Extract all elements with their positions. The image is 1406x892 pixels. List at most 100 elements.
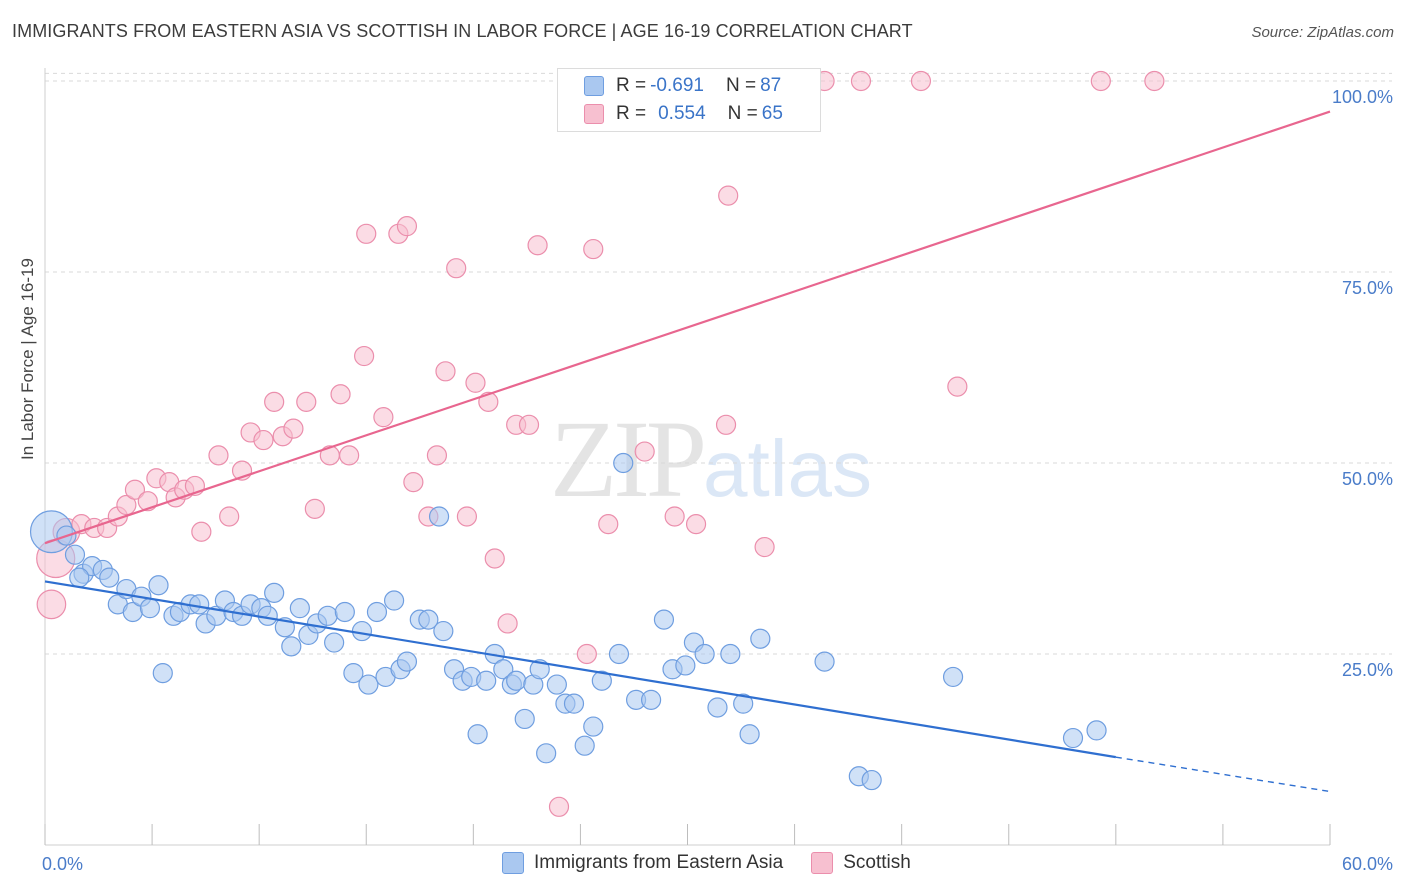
- watermark: ZIPatlas: [550, 395, 872, 523]
- scottish-point: [484, 548, 505, 569]
- scottish-point: [191, 521, 212, 542]
- legend-row-scottish: R = 0.554 N = 65: [584, 101, 787, 127]
- y-tick-label: 25.0%: [1342, 660, 1393, 680]
- eastern-asia-point: [675, 655, 696, 676]
- eastern-asia-point: [366, 601, 388, 623]
- scottish-point: [1090, 70, 1111, 92]
- legend-r-value: -0.691: [650, 75, 704, 96]
- scottish-point: [548, 796, 570, 817]
- eastern-asia-point: [546, 674, 567, 695]
- scottish-point: [396, 216, 418, 237]
- scottish-point: [465, 372, 486, 393]
- eastern-asia-point: [152, 662, 173, 684]
- eastern-asia-point: [739, 724, 760, 745]
- x-tick-label-min: 0.0%: [42, 854, 83, 874]
- scottish-point: [354, 345, 375, 367]
- legend-row-eastern-asia: R = -0.691 N = 87: [584, 73, 785, 99]
- grid-lines: [45, 72, 1392, 655]
- eastern-asia-point: [694, 643, 715, 665]
- eastern-asia-point: [861, 769, 882, 791]
- eastern-asia-point: [334, 601, 355, 623]
- scottish-point: [664, 506, 685, 527]
- legend-n-label: N =: [727, 103, 758, 124]
- eastern-asia-point: [418, 609, 439, 630]
- eastern-asia-point: [750, 628, 771, 649]
- eastern-asia-point: [289, 598, 310, 619]
- eastern-asia-point: [433, 620, 454, 642]
- eastern-asia-point: [64, 544, 86, 565]
- eastern-asia-point: [942, 666, 964, 688]
- scottish-point: [1144, 70, 1165, 92]
- y-tick-label: 50.0%: [1342, 469, 1393, 489]
- scottish-point: [910, 70, 932, 92]
- eastern-asia-point: [493, 659, 514, 680]
- eastern-asia-point: [720, 643, 741, 665]
- legend-swatch-pink: [811, 852, 834, 874]
- scottish-point: [435, 361, 456, 382]
- legend-label-eastern-asia: Immigrants from Eastern Asia: [534, 852, 784, 873]
- scottish-point: [219, 506, 240, 527]
- scottish-point: [685, 514, 707, 535]
- eastern-asia-point: [506, 670, 527, 691]
- eastern-asia-point: [139, 598, 161, 619]
- scottish-point: [456, 506, 478, 527]
- y-tick-label: 100.0%: [1332, 87, 1393, 107]
- scottish-point: [296, 391, 317, 412]
- legend-n-value: 65: [761, 103, 783, 124]
- series-eastern-asia-points: [29, 452, 1107, 791]
- eastern-asia-point: [396, 651, 418, 672]
- eastern-asia-point: [317, 605, 338, 626]
- scottish-point: [339, 445, 360, 466]
- legend-r-label: R =: [616, 103, 647, 124]
- eastern-asia-point: [653, 609, 675, 630]
- eastern-asia-point: [608, 643, 630, 665]
- eastern-asia-point: [563, 693, 585, 714]
- y-axis-label: In Labor Force | Age 16-19: [18, 258, 37, 460]
- legend-r-label: R =: [616, 75, 647, 96]
- scottish-point: [403, 472, 424, 493]
- scottish-point: [850, 70, 872, 92]
- trend-lines: [44, 110, 1331, 793]
- eastern-asia-point: [514, 708, 535, 730]
- eastern-asia-point: [351, 620, 373, 642]
- scottish-point: [576, 643, 597, 665]
- legend-item-scottish[interactable]: Scottish: [811, 852, 911, 874]
- eastern-asia-point: [733, 693, 754, 714]
- eastern-asia-point: [613, 452, 634, 474]
- trend-line-eastern-asia-extrapolated: [1115, 756, 1331, 793]
- eastern-asia-point: [583, 716, 604, 737]
- y-tick-label: 75.0%: [1342, 278, 1393, 298]
- scottish-point: [478, 391, 499, 412]
- scottish-point: [446, 258, 467, 279]
- eastern-asia-point: [476, 670, 497, 691]
- eastern-asia-point: [189, 594, 210, 615]
- eastern-asia-point: [428, 506, 450, 527]
- scottish-point: [634, 441, 655, 462]
- eastern-asia-point: [343, 662, 364, 684]
- scottish-point: [283, 418, 304, 439]
- eastern-asia-point: [814, 651, 835, 672]
- legend-swatch-pink: [584, 104, 604, 124]
- legend-item-eastern-asia[interactable]: Immigrants from Eastern Asia: [502, 852, 783, 874]
- eastern-asia-point: [467, 724, 488, 745]
- eastern-asia-point: [1086, 720, 1107, 741]
- eastern-asia-point: [358, 674, 379, 695]
- legend-label-scottish: Scottish: [843, 852, 911, 873]
- scottish-point: [208, 445, 229, 466]
- scottish-point: [497, 613, 518, 634]
- eastern-asia-point: [574, 735, 595, 756]
- chart-title: IMMIGRANTS FROM EASTERN ASIA VS SCOTTISH…: [12, 21, 913, 41]
- correlation-legend: R = -0.691 N = 87 R = 0.554 N = 65: [557, 68, 821, 132]
- scottish-point: [253, 429, 274, 451]
- eastern-asia-point: [69, 567, 90, 588]
- scottish-point: [426, 445, 448, 466]
- legend-r-value: 0.554: [658, 103, 706, 124]
- series-scottish-points: [36, 70, 1165, 817]
- axes: [44, 68, 1331, 846]
- trend-line-eastern-asia: [44, 580, 1117, 759]
- scottish-point: [36, 589, 67, 620]
- eastern-asia-point: [1062, 727, 1084, 749]
- scottish-point: [373, 407, 394, 428]
- eastern-asia-point: [148, 575, 169, 596]
